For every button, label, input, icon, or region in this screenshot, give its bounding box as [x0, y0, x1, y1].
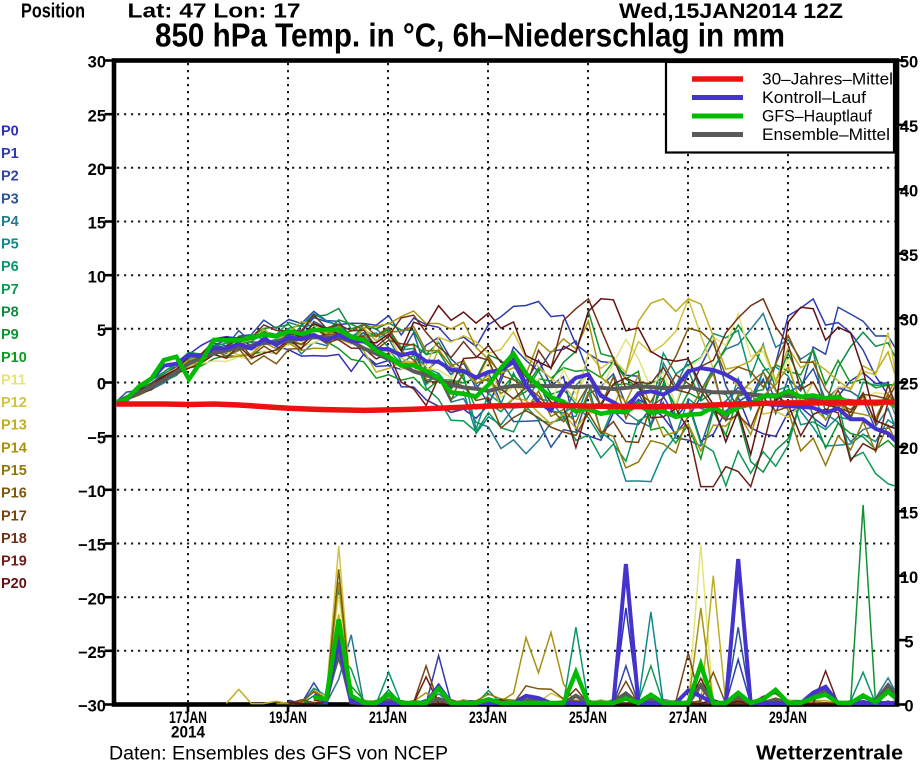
svg-text:P18: P18: [1, 531, 27, 547]
svg-text:25: 25: [88, 107, 106, 125]
svg-text:17JAN: 17JAN: [169, 709, 207, 727]
svg-text:35: 35: [900, 247, 918, 265]
svg-text:40: 40: [900, 183, 918, 201]
svg-text:GFS–Hauptlauf: GFS–Hauptlauf: [762, 108, 872, 126]
svg-text:Lat: 47 Lon: 17: Lat: 47 Lon: 17: [128, 1, 301, 23]
svg-text:P20: P20: [1, 576, 27, 592]
svg-text:Position: Position: [21, 1, 85, 23]
svg-text:P19: P19: [1, 554, 27, 570]
svg-text:25: 25: [900, 376, 918, 394]
svg-text:Daten: Ensembles des GFS von N: Daten: Ensembles des GFS von NCEP: [109, 744, 448, 765]
svg-text:−30: −30: [78, 698, 106, 716]
svg-text:21JAN: 21JAN: [369, 709, 407, 727]
svg-text:5: 5: [904, 633, 913, 651]
svg-text:25JAN: 25JAN: [569, 709, 607, 727]
svg-text:20: 20: [88, 161, 106, 179]
svg-text:15: 15: [88, 215, 106, 233]
svg-text:P1: P1: [1, 146, 19, 162]
svg-text:29JAN: 29JAN: [769, 709, 807, 727]
svg-text:0: 0: [904, 698, 913, 716]
svg-text:P5: P5: [1, 237, 19, 253]
svg-text:850 hPa Temp. in °C, 6h–Nieder: 850 hPa Temp. in °C, 6h–Niederschlag in …: [155, 17, 785, 54]
svg-text:10: 10: [88, 268, 106, 286]
svg-text:P6: P6: [1, 259, 19, 275]
svg-text:P0: P0: [1, 123, 19, 139]
svg-text:P12: P12: [1, 395, 27, 411]
svg-text:P17: P17: [1, 508, 27, 524]
svg-text:−10: −10: [78, 483, 106, 501]
svg-text:30–Jahres–Mittel: 30–Jahres–Mittel: [762, 71, 893, 89]
svg-text:Wed,15JAN2014 12Z: Wed,15JAN2014 12Z: [619, 0, 843, 23]
svg-text:P7: P7: [1, 282, 19, 298]
svg-text:−5: −5: [87, 429, 106, 447]
svg-text:P3: P3: [1, 191, 19, 207]
svg-text:P16: P16: [1, 486, 27, 502]
svg-text:P13: P13: [1, 418, 27, 434]
svg-text:−20: −20: [78, 590, 106, 608]
svg-text:27JAN: 27JAN: [669, 709, 707, 727]
svg-text:P14: P14: [1, 440, 27, 456]
svg-text:15: 15: [900, 505, 918, 523]
svg-text:Ensemble–Mittel: Ensemble–Mittel: [762, 126, 890, 144]
svg-text:20: 20: [900, 440, 918, 458]
svg-text:−15: −15: [78, 537, 106, 555]
svg-text:0: 0: [97, 376, 106, 394]
svg-text:Kontroll–Lauf: Kontroll–Lauf: [762, 89, 866, 107]
svg-text:19JAN: 19JAN: [269, 709, 307, 727]
svg-text:P11: P11: [1, 372, 26, 388]
svg-text:23JAN: 23JAN: [469, 709, 507, 727]
svg-text:P4: P4: [1, 214, 19, 230]
svg-text:Wetterzentrale: Wetterzentrale: [756, 743, 903, 765]
svg-text:P15: P15: [1, 463, 27, 479]
svg-text:P9: P9: [1, 327, 19, 343]
svg-text:P2: P2: [1, 169, 19, 185]
svg-text:30: 30: [900, 311, 918, 329]
svg-text:P10: P10: [1, 350, 27, 366]
svg-text:50: 50: [900, 54, 918, 72]
svg-text:45: 45: [900, 118, 918, 136]
svg-text:10: 10: [900, 569, 918, 587]
svg-text:−25: −25: [78, 644, 106, 662]
svg-text:5: 5: [97, 322, 106, 340]
svg-text:P8: P8: [1, 305, 19, 321]
svg-text:2014: 2014: [171, 724, 206, 742]
svg-text:30: 30: [88, 54, 106, 72]
